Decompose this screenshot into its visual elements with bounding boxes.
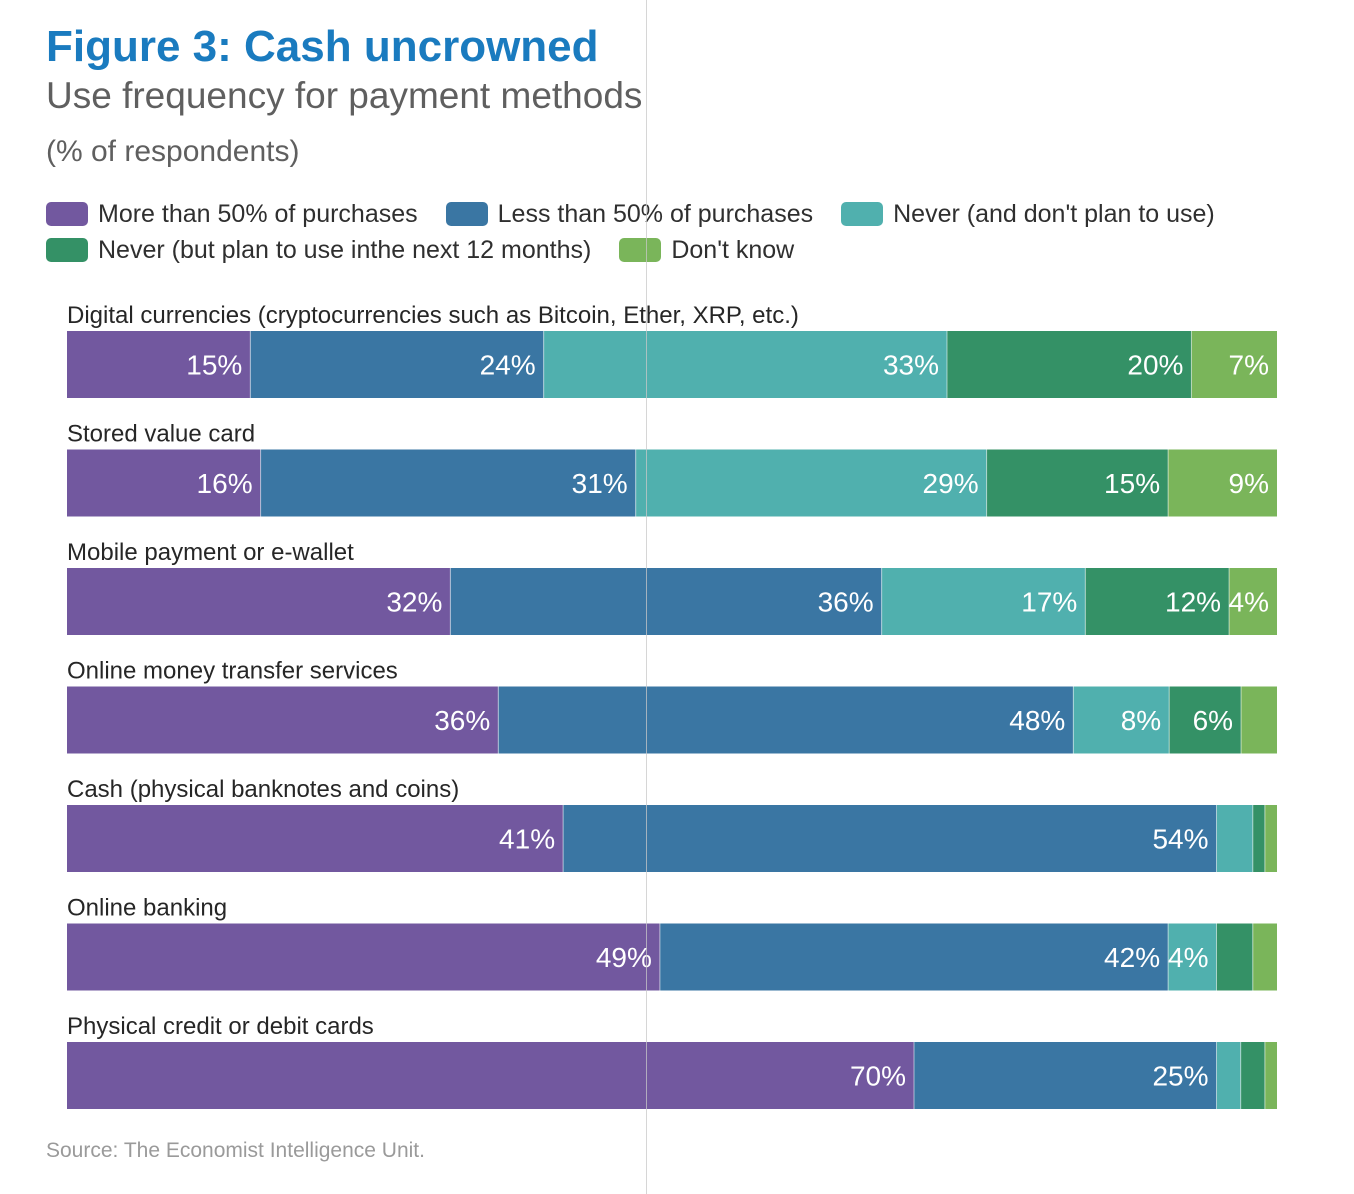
value-label: 4% <box>1168 942 1208 973</box>
value-label: 33% <box>883 350 939 381</box>
bar-segment <box>67 1042 914 1109</box>
bar-row: Mobile payment or e-wallet 32% 36% 17% 12% 4% <box>67 539 1277 635</box>
bar-segment <box>1252 923 1277 991</box>
legend-item: Don't know <box>619 236 794 265</box>
legend-row: More than 50% of purchases Less than 50%… <box>46 196 1336 232</box>
divider-line <box>646 0 647 1194</box>
legend-label: Don't know <box>671 235 795 264</box>
value-label: 36% <box>818 587 874 618</box>
bar-segment <box>67 568 451 635</box>
value-label: 4% <box>1229 587 1269 618</box>
bar-row: Physical credit or debit cards 70% 25% <box>67 1013 1277 1109</box>
bar-segment <box>543 331 947 398</box>
value-label: 15% <box>1104 468 1160 499</box>
legend-label: Never (and don't plan to use) <box>893 199 1215 228</box>
bar-segment <box>659 923 1169 991</box>
bar-segment <box>1240 1042 1265 1109</box>
bar-segment <box>1264 805 1277 872</box>
bar-segment <box>563 805 1217 872</box>
legend-label: More than 50% of purchases <box>98 199 418 228</box>
category-label: Digital currencies (cryptocurrencies suc… <box>67 302 799 329</box>
category-label: Online banking <box>67 895 227 922</box>
legend-item: More than 50% of purchases <box>46 200 418 229</box>
bar-segment <box>67 805 564 872</box>
bar-segment <box>67 331 251 398</box>
legend: More than 50% of purchases Less than 50%… <box>46 196 1336 268</box>
bar-segment <box>67 449 261 517</box>
value-label: 15% <box>186 350 242 381</box>
value-label: 70% <box>850 1061 906 1092</box>
bar-segment <box>1085 568 1230 635</box>
value-label: 54% <box>1152 824 1208 855</box>
value-label: 25% <box>1152 1061 1208 1092</box>
value-label: 36% <box>434 705 490 736</box>
bar-row: Stored value card 16% 31% 29% 15% 9% <box>67 421 1277 517</box>
bar-segment <box>1241 686 1277 754</box>
bar-segment <box>1169 686 1242 754</box>
bar-segment <box>1168 923 1217 991</box>
legend-swatch <box>841 202 884 226</box>
bar-segment <box>498 686 1074 754</box>
value-label: 7% <box>1229 350 1269 381</box>
bar-segment <box>450 568 882 635</box>
value-label: 48% <box>1009 705 1065 736</box>
chart-title: Figure 3: Cash uncrowned <box>46 22 599 71</box>
legend-swatch <box>46 238 88 262</box>
legend-item: Never (but plan to use inthe next 12 mon… <box>46 236 591 265</box>
source-note: Source: The Economist Intelligence Unit. <box>46 1139 425 1162</box>
value-label: 42% <box>1104 942 1160 973</box>
bar-segment <box>1168 449 1277 517</box>
bar-segment <box>1216 923 1253 991</box>
value-label: 49% <box>596 942 652 973</box>
category-label: Mobile payment or e-wallet <box>67 539 354 566</box>
value-label: 31% <box>572 468 628 499</box>
chart-subtitle: Use frequency for payment methods <box>46 75 643 116</box>
bar-segment <box>1216 805 1253 872</box>
bar-row: Cash (physical banknotes and coins) 41% 54… <box>67 776 1277 872</box>
bar-segment <box>1073 686 1170 754</box>
legend-row: Never (but plan to use inthe next 12 mon… <box>46 232 1336 268</box>
bar-segment <box>986 449 1169 517</box>
category-label: Online money transfer services <box>67 658 398 685</box>
value-label: 29% <box>923 468 979 499</box>
value-label: 32% <box>386 587 442 618</box>
bar-row: Online banking 49% 42% 4% <box>67 895 1277 991</box>
chart-units: (% of respondents) <box>46 135 300 168</box>
category-label: Physical credit or debit cards <box>67 1013 374 1040</box>
value-label: 41% <box>499 824 555 855</box>
value-label: 12% <box>1165 587 1221 618</box>
bar-segment <box>914 1042 1217 1109</box>
legend-swatch <box>46 202 88 226</box>
legend-swatch <box>445 202 488 226</box>
value-label: 24% <box>480 350 536 381</box>
bar-segment <box>1264 1042 1277 1109</box>
bar-segment <box>260 449 636 517</box>
legend-item: Never (and don't plan to use) <box>841 200 1215 229</box>
bar-segment <box>1191 331 1277 398</box>
bar-segment <box>947 331 1192 398</box>
legend-label: Less than 50% of purchases <box>497 199 814 228</box>
bar-row: Online money transfer services 36% 48% 8% 6% <box>67 658 1277 754</box>
bar-segment <box>250 331 544 398</box>
bar-segment <box>67 686 499 754</box>
value-label: 8% <box>1121 705 1161 736</box>
category-label: Stored value card <box>67 421 255 448</box>
legend-label: Never (but plan to use inthe next 12 mon… <box>98 235 592 264</box>
value-label: 17% <box>1021 587 1077 618</box>
value-label: 9% <box>1229 468 1269 499</box>
bar-segment <box>67 923 660 991</box>
bar-segment <box>1229 568 1277 635</box>
bar-segment <box>1252 805 1265 872</box>
value-label: 6% <box>1193 705 1233 736</box>
bar-row: Digital currencies (cryptocurrencies suc… <box>67 302 1277 398</box>
legend-item: Less than 50% of purchases <box>445 199 814 229</box>
value-label: 16% <box>197 468 253 499</box>
value-label: 20% <box>1127 350 1183 381</box>
legend-swatch <box>619 238 662 262</box>
category-label: Cash (physical banknotes and coins) <box>67 776 459 803</box>
bar-segment <box>881 568 1086 635</box>
bar-segment <box>1216 1042 1241 1109</box>
bar-segment <box>635 449 987 517</box>
